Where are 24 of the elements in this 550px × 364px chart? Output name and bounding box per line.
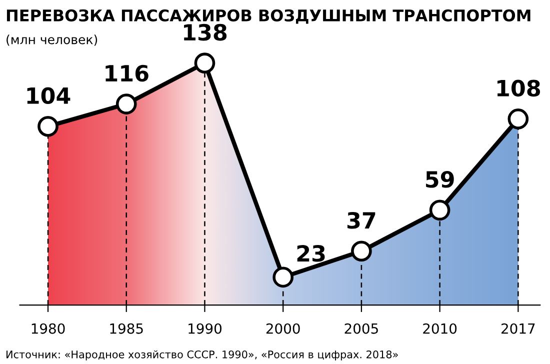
x-tick-label: 2005 (344, 323, 378, 334)
x-tick-label: 1980 (32, 323, 65, 334)
x-tick-label: 1985 (110, 323, 143, 334)
chart-title: ПЕРЕВОЗКА ПАССАЖИРОВ ВОЗДУШНЫМ ТРАНСПОРТОМ (6, 9, 530, 24)
point (116, 94, 137, 114)
chart-subtitle: (млн человек) (6, 34, 98, 46)
point (272, 266, 294, 288)
point (429, 200, 450, 221)
data-label: 23 (297, 244, 325, 262)
data-label: 138 (184, 24, 227, 41)
point (38, 116, 58, 137)
data-label: 108 (497, 80, 540, 97)
x-tick-label: 1990 (188, 323, 222, 334)
x-tick-label: 2000 (266, 323, 300, 334)
data-label: 37 (347, 212, 376, 229)
x-tick-label: 2017 (502, 323, 535, 334)
point (194, 52, 216, 74)
text: Источник: «Народное хозяйство СССР. 1990», «Россия в цифрах. 2018» (6, 350, 398, 360)
point (351, 240, 372, 262)
x-tick-label: 2010 (423, 323, 457, 334)
point (508, 108, 529, 130)
data-label: 116 (106, 64, 148, 82)
data-label: 104 (27, 87, 70, 104)
data-label: 59 (426, 171, 454, 188)
